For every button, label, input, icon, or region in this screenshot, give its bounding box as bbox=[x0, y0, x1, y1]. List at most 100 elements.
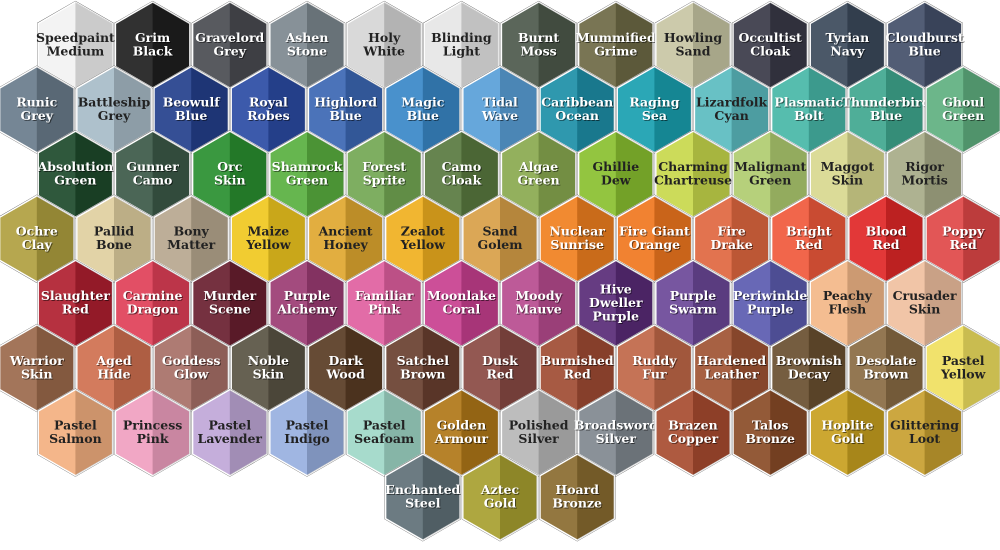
hex-shade bbox=[924, 131, 962, 218]
swatch-label-shadow: Camo bbox=[134, 173, 174, 188]
swatch-label-shadow: Bronze bbox=[746, 432, 796, 447]
hex-face bbox=[307, 324, 384, 412]
hex-highlight bbox=[540, 66, 578, 153]
swatch-label-shadow: Red bbox=[63, 303, 90, 318]
hex-highlight bbox=[810, 389, 848, 476]
swatch-label-shadow: Skin bbox=[215, 173, 247, 188]
swatch-label-shadow: Cloak bbox=[443, 173, 483, 188]
swatch-label: Broadsword bbox=[574, 417, 658, 432]
swatch-label: Charming bbox=[658, 159, 728, 174]
swatch-label-shadow: Steel bbox=[406, 496, 442, 511]
hex-face bbox=[500, 388, 577, 477]
swatch-label: Raging bbox=[629, 94, 679, 109]
swatch-label-shadow: Plasmatic bbox=[775, 95, 844, 110]
swatch-label: Alchemy bbox=[276, 302, 337, 317]
hex-highlight bbox=[810, 2, 848, 88]
hex-shade bbox=[500, 66, 538, 153]
hex-shade bbox=[886, 66, 924, 153]
swatch-label-shadow: Murder bbox=[204, 289, 257, 304]
swatch-label-shadow: Red bbox=[873, 238, 900, 253]
swatch-label-shadow: Ochre bbox=[17, 225, 59, 240]
swatch-label-shadow: Green bbox=[943, 109, 985, 124]
hex-shade bbox=[114, 195, 152, 282]
swatch-label-shadow: Drake bbox=[712, 238, 754, 253]
swatch-label: Bronze bbox=[745, 431, 795, 446]
hex-shade bbox=[461, 389, 499, 476]
hex-shade bbox=[577, 66, 615, 153]
hex-shade bbox=[770, 260, 808, 347]
hex-face bbox=[655, 1, 731, 89]
hex-face bbox=[462, 453, 538, 542]
hex-highlight bbox=[115, 260, 153, 347]
hex-highlight bbox=[462, 325, 500, 411]
hex-face bbox=[809, 388, 886, 477]
hex-highlight bbox=[655, 131, 693, 218]
swatch-label: Holy bbox=[368, 30, 401, 45]
swatch-label: Ocean bbox=[555, 108, 599, 123]
hex-highlight bbox=[347, 131, 385, 218]
hex-shade bbox=[229, 131, 267, 218]
hex-shade bbox=[191, 325, 229, 411]
hex-highlight bbox=[617, 66, 655, 153]
swatch-label: Familiar bbox=[355, 288, 414, 303]
swatch-label-shadow: Brazen bbox=[669, 418, 718, 433]
hex-face bbox=[462, 194, 538, 283]
swatch-label-shadow: Hoplite bbox=[822, 418, 874, 433]
swatch-label-shadow: Moss bbox=[521, 44, 557, 59]
hex-face bbox=[848, 324, 924, 412]
hex-face bbox=[230, 324, 307, 412]
swatch-label-shadow: Pink bbox=[369, 303, 401, 318]
swatch-label: Lizardfolk bbox=[696, 94, 768, 109]
hex-face bbox=[191, 130, 268, 219]
swatch-label: Purple bbox=[593, 308, 640, 323]
swatch-label-shadow: Brownish bbox=[777, 354, 843, 369]
hex-shade bbox=[693, 389, 731, 476]
hex-shade bbox=[924, 2, 962, 88]
hex-face bbox=[37, 1, 114, 89]
swatch-label-shadow: Ashen bbox=[286, 31, 330, 46]
swatch-label-shadow: Stone bbox=[288, 44, 328, 59]
swatch-label: Slaughter bbox=[41, 288, 111, 303]
swatch-label-shadow: Leather bbox=[705, 367, 760, 382]
hex-face bbox=[230, 65, 307, 154]
hex-face bbox=[770, 194, 847, 283]
hex-face bbox=[0, 65, 75, 154]
hex-highlight bbox=[347, 260, 385, 347]
hex-face bbox=[114, 1, 191, 89]
hex-face bbox=[462, 65, 538, 154]
hex-face bbox=[886, 259, 963, 348]
hex-highlight bbox=[38, 131, 76, 218]
swatch-label: Sunrise bbox=[550, 237, 604, 252]
hex-face bbox=[0, 194, 75, 283]
hex-face bbox=[925, 194, 1000, 283]
swatch-label-shadow: Royal bbox=[250, 95, 289, 110]
swatch-label-shadow: Green bbox=[55, 173, 97, 188]
swatch-label: Yellow bbox=[245, 237, 292, 252]
swatch-label: Runic bbox=[16, 94, 57, 109]
swatch-label: Skin bbox=[21, 366, 53, 381]
swatch-label-shadow: Dragon bbox=[128, 303, 180, 318]
hex-face bbox=[577, 388, 654, 477]
hex-highlight bbox=[0, 195, 37, 282]
swatch-label: Pink bbox=[137, 431, 169, 446]
hex-face bbox=[153, 194, 230, 283]
swatch-label: Battleship bbox=[78, 94, 151, 109]
swatch-label-shadow: Cloudburst bbox=[887, 31, 965, 46]
swatch-label: Mortis bbox=[901, 172, 947, 187]
swatch-label: Brownish bbox=[776, 353, 842, 368]
